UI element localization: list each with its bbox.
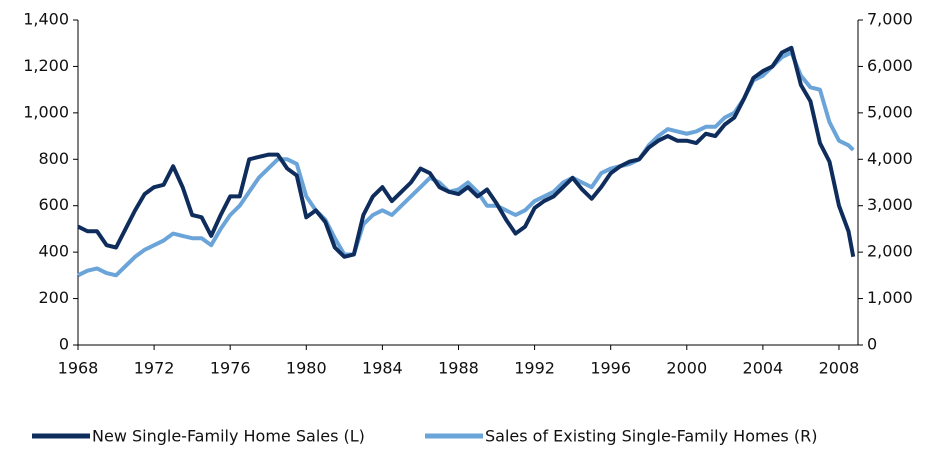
x-tick-label: 2008 bbox=[819, 359, 860, 378]
y-tick-label: 600 bbox=[38, 195, 69, 214]
x-tick-label: 1992 bbox=[514, 359, 555, 378]
y2-tick-label: 0 bbox=[867, 335, 877, 354]
y2-tick-label: 2,000 bbox=[867, 242, 913, 261]
y2-tick-label: 7,000 bbox=[867, 10, 913, 29]
y2-tick-label: 1,000 bbox=[867, 288, 913, 307]
y-tick-label: 1,200 bbox=[23, 56, 69, 75]
x-tick-label: 1968 bbox=[58, 359, 99, 378]
y-tick-label: 200 bbox=[38, 288, 69, 307]
legend-label: Sales of Existing Single-Family Homes (R… bbox=[485, 427, 817, 446]
y2-tick-label: 6,000 bbox=[867, 56, 913, 75]
y2-tick-label: 5,000 bbox=[867, 102, 913, 121]
x-tick-label: 2000 bbox=[666, 359, 707, 378]
y-tick-label: 1,000 bbox=[23, 102, 69, 121]
x-tick-label: 1980 bbox=[286, 359, 327, 378]
y-tick-label: 1,400 bbox=[23, 10, 69, 29]
x-tick-label: 1996 bbox=[590, 359, 631, 378]
x-tick-label: 1988 bbox=[438, 359, 479, 378]
x-tick-label: 1984 bbox=[362, 359, 403, 378]
x-tick-label: 2004 bbox=[743, 359, 784, 378]
series-line bbox=[77, 45, 856, 259]
y2-tick-label: 3,000 bbox=[867, 195, 913, 214]
legend-label: New Single-Family Home Sales (L) bbox=[92, 427, 365, 446]
y2-tick-label: 4,000 bbox=[867, 149, 913, 168]
x-tick-label: 1976 bbox=[210, 359, 251, 378]
y-tick-label: 800 bbox=[38, 149, 69, 168]
y-tick-label: 0 bbox=[59, 335, 69, 354]
x-tick-label: 1972 bbox=[134, 359, 175, 378]
series-line bbox=[77, 50, 855, 278]
y-tick-label: 400 bbox=[38, 242, 69, 261]
